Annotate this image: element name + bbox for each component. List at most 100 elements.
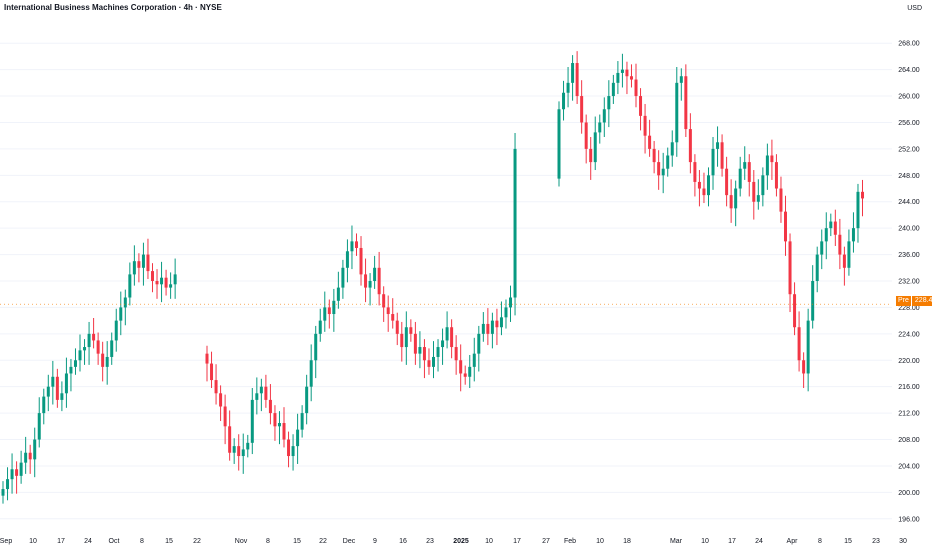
candle-body bbox=[277, 423, 281, 427]
candle-body bbox=[327, 307, 331, 315]
x-tick-label: 8 bbox=[140, 538, 144, 545]
candle-body bbox=[616, 72, 620, 83]
x-tick-label: 9 bbox=[373, 538, 377, 545]
candle-body bbox=[336, 287, 340, 301]
candle-body bbox=[155, 281, 159, 285]
candle-body bbox=[598, 122, 602, 133]
candle-body bbox=[146, 254, 150, 272]
candle-body bbox=[706, 175, 710, 196]
currency-label: USD bbox=[907, 5, 922, 12]
x-tick-label: 15 bbox=[165, 538, 173, 545]
x-tick-label: 23 bbox=[872, 538, 880, 545]
candle-body bbox=[842, 254, 846, 268]
candle-body bbox=[364, 274, 368, 288]
candle-body bbox=[119, 307, 123, 321]
candle-body bbox=[829, 221, 833, 229]
candle-body bbox=[210, 363, 214, 381]
candle-body bbox=[743, 162, 747, 169]
candle-body bbox=[282, 423, 286, 440]
candle-body bbox=[575, 63, 579, 97]
x-tick-label: 30 bbox=[899, 538, 907, 545]
candle-body bbox=[223, 406, 227, 427]
candle-body bbox=[833, 221, 837, 235]
candle-body bbox=[341, 267, 345, 288]
x-tick-label: 15 bbox=[844, 538, 852, 545]
candle-body bbox=[784, 211, 787, 242]
candle-body bbox=[602, 109, 606, 123]
candle-body bbox=[436, 347, 440, 357]
candle-body bbox=[820, 241, 824, 255]
y-tick-label: 200.00 bbox=[898, 490, 920, 497]
candle-body bbox=[593, 132, 597, 163]
candle-body bbox=[734, 188, 738, 209]
candle-body bbox=[793, 294, 797, 328]
candle-body bbox=[607, 96, 611, 110]
candle-body bbox=[477, 333, 481, 354]
candle-body bbox=[495, 320, 499, 328]
candle-body bbox=[382, 294, 386, 308]
candle-body bbox=[69, 366, 73, 374]
candle-body bbox=[625, 69, 629, 77]
candle-body bbox=[273, 413, 277, 427]
candle-body bbox=[1, 489, 5, 496]
y-tick-label: 228.00 bbox=[898, 305, 920, 312]
x-tick-label: Feb bbox=[564, 538, 576, 545]
candle-body bbox=[716, 142, 720, 149]
candle-body bbox=[87, 333, 91, 348]
candle-body bbox=[861, 191, 865, 199]
candle-body bbox=[323, 307, 327, 321]
x-tick-label: 16 bbox=[399, 538, 407, 545]
x-tick-label: 22 bbox=[193, 538, 201, 545]
candle-body bbox=[60, 393, 64, 400]
candle-body bbox=[620, 69, 624, 73]
candle-body bbox=[580, 96, 584, 123]
candle-body bbox=[359, 247, 363, 275]
candle-body bbox=[557, 109, 561, 179]
x-tick-label: 8 bbox=[818, 538, 822, 545]
candle-body bbox=[815, 254, 819, 281]
x-tick-label: 24 bbox=[84, 538, 92, 545]
y-tick-label: 240.00 bbox=[898, 226, 920, 233]
candle-body bbox=[847, 241, 851, 268]
x-tick-label: 18 bbox=[623, 538, 631, 545]
y-tick-label: 216.00 bbox=[898, 384, 920, 391]
candle-body bbox=[468, 366, 472, 377]
candle-body bbox=[368, 281, 372, 288]
candle-body bbox=[629, 76, 633, 80]
x-tick-label: Apr bbox=[787, 538, 799, 545]
candle-body bbox=[237, 446, 241, 457]
candle-body bbox=[788, 241, 792, 295]
candle-body bbox=[19, 462, 23, 476]
candle-body bbox=[851, 228, 855, 242]
candle-body bbox=[450, 327, 454, 348]
candle-body bbox=[318, 320, 322, 334]
x-tick-label: 24 bbox=[755, 538, 763, 545]
candle-body bbox=[246, 442, 250, 450]
candle-body bbox=[611, 82, 615, 97]
x-tick-label: Sep bbox=[0, 538, 12, 545]
chart-title: International Business Machines Corporat… bbox=[4, 3, 222, 12]
candle-body bbox=[395, 320, 399, 334]
candle-body bbox=[427, 360, 431, 367]
y-tick-label: 196.00 bbox=[898, 516, 920, 523]
candle-body bbox=[46, 386, 50, 397]
x-tick-label: 23 bbox=[426, 538, 434, 545]
candle-body bbox=[738, 168, 742, 189]
x-tick-label: Mar bbox=[670, 538, 683, 545]
candle-body bbox=[838, 234, 842, 255]
candle-body bbox=[314, 333, 318, 361]
y-tick-label: 256.00 bbox=[898, 120, 920, 127]
candle-body bbox=[648, 135, 652, 149]
candle-body bbox=[752, 181, 756, 202]
candle-body bbox=[51, 376, 55, 387]
candle-body bbox=[354, 241, 358, 248]
candle-body bbox=[123, 297, 127, 308]
x-tick-label: 10 bbox=[485, 538, 493, 545]
candle-body bbox=[6, 479, 10, 490]
candle-body bbox=[639, 96, 643, 116]
candle-body bbox=[725, 168, 729, 196]
candle-body bbox=[445, 327, 449, 341]
y-tick-label: 236.00 bbox=[898, 252, 920, 259]
candle-body bbox=[643, 115, 647, 136]
